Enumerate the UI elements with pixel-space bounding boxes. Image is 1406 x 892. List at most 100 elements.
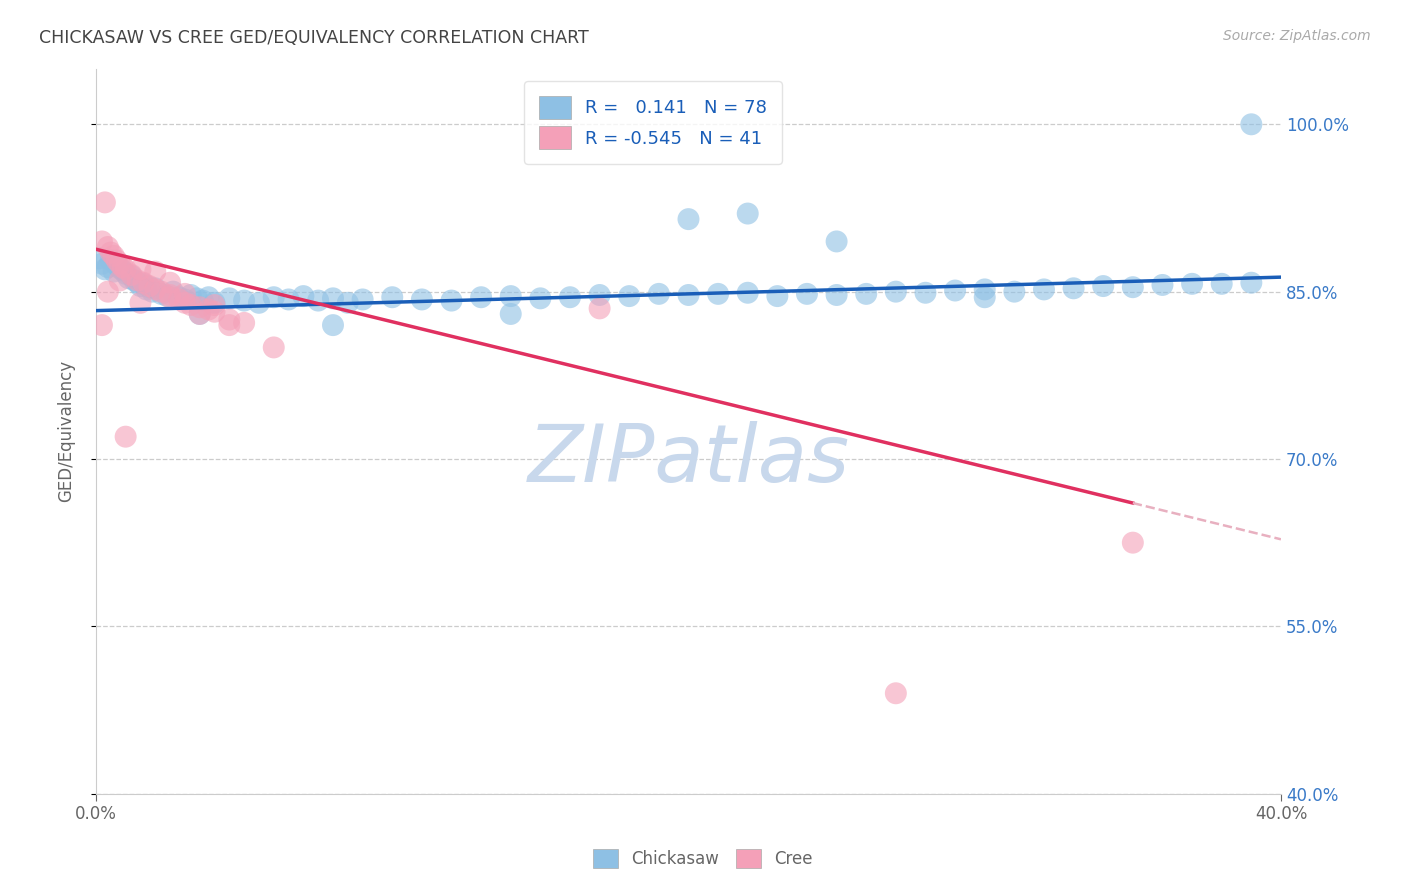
Point [307, 293, 329, 308]
Point [1002, 285, 1025, 299]
Point [91, 257, 114, 271]
Point [173, 295, 195, 310]
Point [188, 300, 211, 314]
Point [204, 295, 226, 310]
Point [499, 307, 522, 321]
Point [94, 262, 117, 277]
Point [105, 253, 128, 268]
Y-axis label: GED/Equivalency: GED/Equivalency [58, 360, 75, 502]
Point [247, 295, 270, 310]
Text: Source: ZipAtlas.com: Source: ZipAtlas.com [1223, 29, 1371, 43]
Text: ZIPatlas: ZIPatlas [527, 421, 849, 500]
Point [132, 276, 155, 290]
Point [100, 253, 122, 268]
Point [1152, 277, 1174, 292]
Point [1092, 279, 1115, 293]
Point [108, 261, 131, 276]
Point [103, 249, 125, 263]
Point [162, 285, 184, 299]
Point [117, 271, 139, 285]
Point [766, 289, 789, 303]
Point [529, 291, 551, 305]
Point [218, 312, 240, 326]
Point [1063, 281, 1085, 295]
Point [180, 298, 202, 312]
Point [180, 288, 202, 302]
Point [277, 293, 299, 307]
Point [100, 245, 122, 260]
Point [648, 286, 671, 301]
Point [440, 293, 463, 308]
Point [1033, 282, 1056, 296]
Point [108, 257, 131, 271]
Point [135, 282, 157, 296]
Point [558, 290, 581, 304]
Point [97, 240, 120, 254]
Point [1240, 117, 1263, 131]
Point [111, 263, 134, 277]
Point [411, 293, 433, 307]
Point [218, 291, 240, 305]
Point [91, 318, 114, 332]
Point [186, 291, 208, 305]
Point [914, 285, 936, 300]
Point [188, 307, 211, 321]
Point [499, 289, 522, 303]
Point [111, 260, 134, 274]
Point [159, 290, 181, 304]
Point [197, 290, 219, 304]
Point [114, 262, 136, 277]
Point [1122, 280, 1144, 294]
Point [159, 288, 181, 302]
Legend: R =   0.141   N = 78, R = -0.545   N = 41: R = 0.141 N = 78, R = -0.545 N = 41 [524, 81, 782, 164]
Point [233, 316, 256, 330]
Point [678, 212, 700, 227]
Point [167, 290, 190, 304]
Point [619, 289, 641, 303]
Point [87, 251, 110, 265]
Point [127, 276, 149, 290]
Point [336, 295, 359, 310]
Point [114, 267, 136, 281]
Point [588, 288, 610, 302]
Point [233, 293, 256, 308]
Point [124, 273, 146, 287]
Point [973, 290, 995, 304]
Point [94, 195, 117, 210]
Point [138, 280, 160, 294]
Point [143, 281, 166, 295]
Point [796, 286, 818, 301]
Point [132, 277, 155, 291]
Point [825, 288, 848, 302]
Point [127, 273, 149, 287]
Point [263, 340, 285, 354]
Point [1240, 276, 1263, 290]
Point [150, 285, 173, 299]
Point [352, 293, 374, 307]
Legend: Chickasaw, Cree: Chickasaw, Cree [586, 843, 820, 875]
Point [973, 282, 995, 296]
Point [470, 290, 492, 304]
Point [150, 286, 173, 301]
Point [105, 258, 128, 272]
Point [737, 285, 759, 300]
Point [825, 235, 848, 249]
Point [156, 289, 179, 303]
Point [1211, 277, 1233, 291]
Point [108, 273, 131, 287]
Point [737, 206, 759, 220]
Point [1122, 535, 1144, 549]
Point [121, 268, 143, 283]
Point [322, 291, 344, 305]
Point [678, 288, 700, 302]
Point [204, 304, 226, 318]
Point [138, 279, 160, 293]
Point [381, 290, 404, 304]
Point [103, 264, 125, 278]
Point [129, 295, 152, 310]
Text: CHICKASAW VS CREE GED/EQUIVALENCY CORRELATION CHART: CHICKASAW VS CREE GED/EQUIVALENCY CORREL… [39, 29, 589, 46]
Point [173, 293, 195, 307]
Point [292, 289, 315, 303]
Point [884, 285, 907, 299]
Point [129, 262, 152, 277]
